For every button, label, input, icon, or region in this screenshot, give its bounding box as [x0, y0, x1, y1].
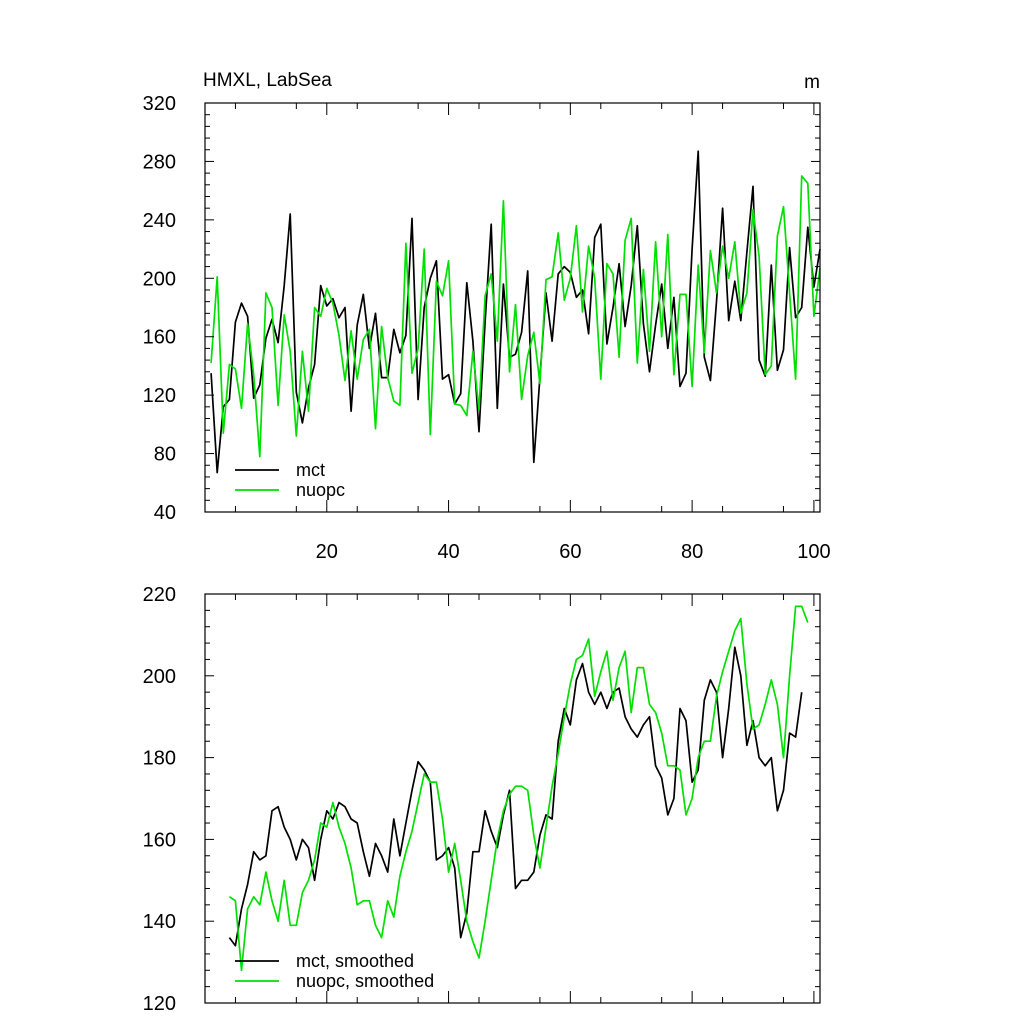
x-tick-label: 40 [437, 541, 459, 563]
series-lines [210, 150, 821, 474]
y-tick-label: 220 [143, 584, 176, 606]
x-tick-label: 80 [681, 541, 703, 563]
series-lines [228, 605, 809, 972]
series-line-mct-smoothed [228, 646, 803, 947]
y-tick-label: 40 [154, 502, 176, 524]
y-tick-label: 120 [143, 993, 176, 1015]
legend-label-mct: mct [296, 460, 325, 480]
legend-label-mct-smoothed: mct, smoothed [296, 951, 414, 971]
y-tick-label: 160 [143, 829, 176, 851]
tick-labels: 40 80 120 160 200 240 280 320 20 40 60 80 100 [143, 93, 831, 563]
plot-frame [204, 102, 821, 513]
tick-labels: 120 140 160 180 200 220 [143, 584, 176, 1015]
y-tick-label: 80 [154, 444, 176, 466]
y-tick-label: 200 [143, 666, 176, 688]
y-tick-label: 280 [143, 151, 176, 173]
units-label: m [804, 72, 820, 93]
y-tick-label: 180 [143, 748, 176, 770]
y-tick-label: 160 [143, 327, 176, 349]
y-tick-label: 200 [143, 268, 176, 290]
legend-label-nuopc-smoothed: nuopc, smoothed [296, 971, 434, 991]
y-tick-label: 140 [143, 911, 176, 933]
y-tick-label: 240 [143, 210, 176, 232]
chart-title: HMXL, LabSea [203, 70, 332, 91]
series-line-nuopc-smoothed [228, 605, 809, 972]
y-tick-label: 320 [143, 93, 176, 115]
series-line-nuopc [210, 175, 821, 458]
x-tick-label: 20 [316, 541, 338, 563]
plot-frame [204, 593, 821, 1004]
series-line-mct [210, 150, 821, 474]
legend-label-nuopc: nuopc [296, 480, 345, 500]
y-tick-label: 120 [143, 385, 176, 407]
x-tick-label: 60 [559, 541, 581, 563]
x-tick-label: 100 [797, 541, 830, 563]
